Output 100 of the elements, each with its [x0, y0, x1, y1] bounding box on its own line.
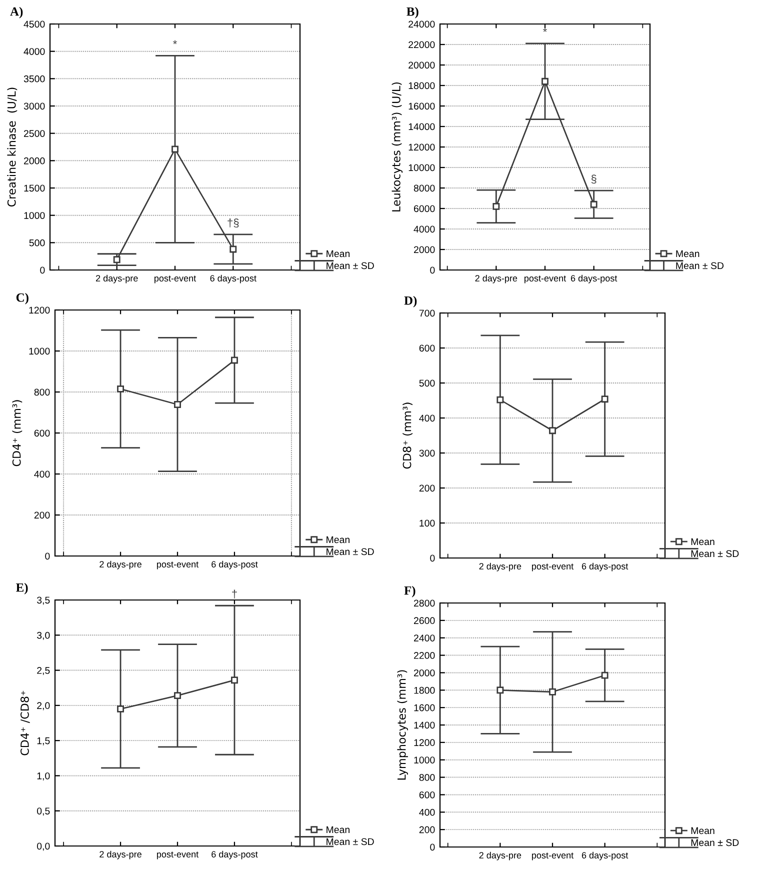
point [172, 146, 178, 153]
y-tick-label: 22000 [408, 41, 435, 48]
point [492, 202, 500, 210]
y-tick-label: 200 [419, 484, 435, 492]
x-tick-label: 6 days-post [212, 850, 258, 860]
legend-label: Mean [326, 250, 350, 258]
x-tick-label: post-event [532, 564, 574, 572]
y-tick-label: 400 [34, 470, 50, 478]
y-axis-title: CD8⁺ (mm³) [402, 402, 413, 469]
x-tick-label: 6 days-post [570, 274, 618, 284]
y-tick-label: 0,0 [37, 842, 50, 851]
x-tick-label: post-event [532, 852, 574, 860]
text: Mean ± SD [326, 548, 374, 556]
x-tick-label: 6 days-post [212, 560, 258, 570]
text: Mean ± SD [691, 839, 739, 846]
x-tick-label: 2 days-pre [100, 850, 142, 860]
y-tick-label: 1800 [414, 686, 435, 694]
y-tick-label: 1400 [414, 722, 435, 729]
y-tick-label: 12000 [408, 144, 435, 151]
point [117, 705, 124, 712]
x-tick-label: 6 days-post [582, 562, 628, 572]
text: Mean ± SD [326, 838, 374, 846]
x-tick-label: 2 days-pre [100, 560, 142, 570]
y-tick-label: 2,5 [37, 667, 50, 676]
y-tick-label: 1,5 [37, 737, 50, 746]
y-tick-label: 400 [419, 808, 435, 816]
y-tick-label: 3,0 [36, 632, 50, 640]
chart-title: D) [404, 296, 417, 308]
x-tick-label: 6 days-post [210, 274, 256, 284]
point [542, 78, 548, 85]
chart-title: B) [406, 6, 418, 18]
point [549, 427, 556, 434]
x-tick-label: post-event [524, 276, 566, 284]
point [601, 672, 608, 679]
y-tick-label: 2000 [414, 246, 435, 254]
y-tick-label: 2500 [24, 130, 45, 137]
legend-label: Mean [691, 827, 714, 834]
point [117, 385, 124, 392]
y-tick-label: 1000 [29, 348, 50, 355]
legend-label: Mean [326, 536, 350, 544]
y-tick-label: 2,0 [37, 702, 50, 710]
x-tick-label: post-event [157, 562, 199, 570]
y-tick-label: 1200 [29, 306, 50, 314]
chart-title: F) [404, 586, 416, 598]
text: Mean ± SD [691, 550, 739, 558]
x-tick-label: 2 days-pre [96, 274, 138, 284]
y-tick-label: 0 [430, 844, 435, 851]
y-tick-label: 2000 [24, 157, 45, 164]
y-tick-label: 600 [34, 430, 50, 437]
y-tick-label: 0 [430, 554, 435, 562]
y-tick-label: 1500 [24, 184, 45, 192]
y-tick-label: 400 [419, 414, 435, 422]
y-tick-label: 600 [419, 344, 435, 352]
text: Mean ± SD [326, 262, 374, 270]
point [174, 692, 181, 700]
y-tick-label: 3000 [24, 102, 45, 110]
y-tick-label: 8000 [414, 184, 435, 192]
y-tick-label: 3500 [24, 75, 45, 82]
y-tick-label: 0 [40, 266, 45, 274]
y-tick-label: 0,5 [37, 808, 50, 816]
y-tick-label: 10000 [408, 164, 435, 172]
point [590, 200, 598, 208]
y-tick-label: 4500 [24, 20, 45, 28]
x-tick-label: 6 days-post [582, 852, 628, 860]
y-tick-label: 200 [419, 826, 435, 834]
y-tick-label: 1600 [414, 704, 435, 712]
annotation: § [591, 174, 596, 184]
y-tick-label: 200 [34, 512, 50, 519]
y-tick-label: 800 [419, 774, 435, 781]
point [174, 401, 181, 408]
y-tick-label: 4000 [414, 226, 435, 233]
chart-title: E) [16, 582, 28, 594]
y-tick-label: 16000 [408, 102, 435, 110]
x-tick-label: post-event [154, 276, 196, 284]
y-axis-title: Leukocytes (mm³) (U/L) [392, 82, 403, 212]
point [231, 356, 238, 364]
y-tick-label: 3,5 [36, 596, 50, 605]
legend-label: Mean [326, 826, 350, 834]
y-tick-label: 24000 [408, 20, 435, 28]
y-axis-title: Lymphocytes (mm³) [397, 670, 408, 780]
y-tick-label: 100 [420, 520, 435, 527]
y-axis-title: CD4⁺ (mm³) [12, 400, 22, 466]
y-tick-label: 1,0 [37, 772, 50, 780]
point [601, 396, 608, 403]
y-tick-label: 6000 [414, 205, 435, 212]
chart-title: C) [16, 292, 28, 304]
y-tick-label: 1000 [414, 756, 435, 764]
annotation: † [232, 590, 237, 599]
point [230, 246, 237, 253]
y-tick-label: 14000 [408, 123, 435, 130]
y-tick-label: 2200 [414, 652, 435, 659]
y-tick-label: 2800 [414, 600, 435, 607]
y-axis-title: CD4⁺ /CD8⁺ [20, 690, 30, 756]
legend-label: Mean [691, 538, 714, 546]
x-tick-label: post-event [157, 852, 199, 860]
y-tick-label: 500 [29, 239, 45, 246]
point [113, 256, 120, 264]
point [231, 676, 238, 684]
annotation: †§ [228, 218, 239, 228]
legend-label: Mean [676, 250, 700, 258]
